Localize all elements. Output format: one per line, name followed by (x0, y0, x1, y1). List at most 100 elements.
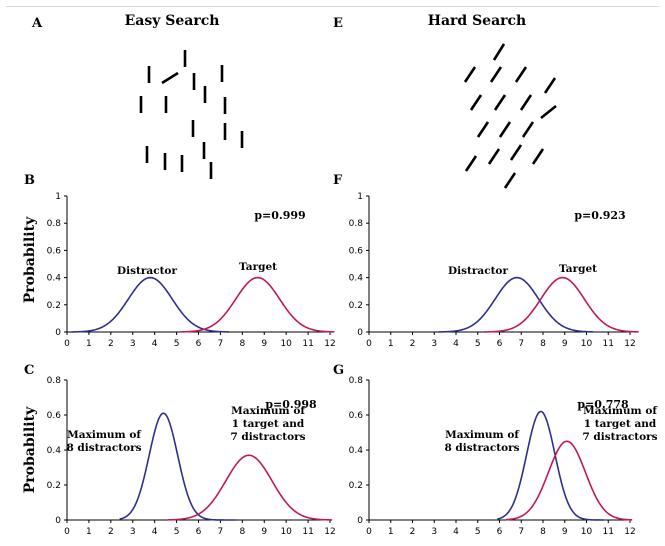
series-curve-distractor (438, 276, 594, 333)
y-tick-label: 0.8 (349, 219, 364, 229)
series-label-line: Target (239, 261, 277, 273)
series-label-line: Maximum of (445, 429, 520, 441)
panel-letter: B (24, 173, 35, 188)
series-label-line: Maximum of (67, 429, 142, 441)
panel-e-letter: E (333, 16, 343, 31)
p-value-label: p=0.778 (577, 398, 629, 411)
series-label-target: Maximum of 1 target and 7 distractors (230, 405, 306, 443)
x-tick-label: 9 (261, 339, 267, 349)
stimulus-bar (492, 43, 506, 61)
series-label-line: Maximum of (583, 405, 658, 417)
y-tick-label: 1 (55, 192, 61, 202)
x-tick-label: 11 (302, 527, 313, 537)
p-value-label: p=0.999 (254, 209, 305, 222)
x-tick-label: 10 (581, 527, 593, 537)
x-tick-label: 3 (130, 527, 136, 537)
series-curve-target (167, 454, 333, 521)
y-tick-label: 0.8 (47, 219, 62, 229)
panel-a-letter: A (31, 16, 43, 31)
stimulus-bar (469, 94, 483, 111)
x-tick-label: 4 (152, 339, 158, 349)
y-tick-label: 0.6 (349, 246, 364, 256)
series-label-target: Maximum of 1 target and 7 distractors (582, 405, 658, 443)
x-tick-label: 4 (152, 527, 158, 537)
series-label-line: 7 distractors (230, 431, 305, 443)
series-label-line: Maximum of (231, 405, 306, 417)
series-curve-distractor (497, 410, 604, 521)
x-tick-label: 12 (624, 527, 635, 537)
stimulus-bar (463, 66, 477, 83)
x-tick-label: 2 (108, 527, 114, 537)
x-tick-label: 12 (624, 339, 635, 349)
y-axis-label: Probability (22, 216, 38, 303)
easy-search-stimulus (139, 50, 244, 179)
stimulus-bar-tilted (161, 71, 179, 85)
x-tick-label: 8 (239, 339, 245, 349)
stimulus-bar (487, 148, 501, 165)
series-curve-distractor (71, 276, 230, 333)
y-tick-label: 0.8 (47, 376, 62, 386)
x-tick-label: 11 (603, 339, 614, 349)
stimulus-bar-tilted (540, 104, 557, 120)
stimulus-bar (543, 77, 557, 94)
x-tick-label: 0 (64, 527, 70, 537)
x-tick-label: 3 (431, 527, 437, 537)
x-tick-label: 7 (218, 527, 224, 537)
x-tick-label: 8 (540, 339, 546, 349)
x-tick-label: 1 (388, 527, 394, 537)
p-value-label: p=0.923 (574, 209, 625, 222)
series-label-line: 1 target and (232, 418, 305, 430)
panel-e-hard-search: E Hard Search (333, 13, 557, 189)
y-tick-label: 0.4 (349, 446, 364, 456)
y-tick-label: 0.6 (47, 246, 62, 256)
x-tick-label: 8 (540, 527, 546, 537)
series-label-line: Distractor (448, 265, 508, 277)
x-tick-label: 6 (497, 527, 503, 537)
x-tick-label: 9 (562, 527, 568, 537)
p-value-label: p=0.998 (265, 398, 317, 411)
chart-panel-f: F0 1 2 3 4 5 6 7 8 9 10 11 1200.20.40.60.81Distracto… (333, 173, 639, 349)
series-label-target: Target (239, 261, 277, 273)
stimulus-bar (489, 66, 503, 83)
y-tick-label: 0.2 (349, 481, 363, 491)
stimulus-bar (514, 66, 528, 83)
x-tick-label: 0 (366, 339, 372, 349)
y-tick-label: 0.4 (349, 274, 364, 284)
y-tick-label: 0.4 (47, 446, 62, 456)
series-curve-target (484, 276, 639, 333)
panel-letter: C (24, 363, 34, 378)
x-tick-label: 1 (86, 339, 92, 349)
series-curve-distractor (119, 412, 236, 521)
stimulus-bar (464, 155, 478, 172)
x-tick-label: 2 (410, 527, 416, 537)
x-tick-label: 1 (86, 527, 92, 537)
series-label-line: 1 target and (584, 418, 657, 430)
y-axis-label: Probability (22, 406, 38, 493)
series-label-distractor: Distractor (448, 265, 508, 277)
x-tick-label: 10 (581, 339, 593, 349)
x-tick-label: 10 (280, 527, 292, 537)
x-tick-label: 9 (261, 527, 267, 537)
x-tick-label: 3 (431, 339, 437, 349)
series-label-distractor: Maximum of 8 distractors (66, 429, 142, 454)
y-tick-label: 0.4 (47, 274, 62, 284)
series-label-line: 8 distractors (444, 442, 519, 454)
x-tick-label: 6 (196, 527, 202, 537)
x-tick-label: 4 (453, 527, 459, 537)
stimulus-bar (519, 94, 533, 111)
x-tick-label: 1 (388, 339, 394, 349)
x-tick-label: 4 (453, 339, 459, 349)
x-tick-label: 6 (196, 339, 202, 349)
stimulus-bar (476, 121, 490, 138)
y-tick-label: 0 (357, 328, 363, 338)
x-tick-label: 2 (108, 339, 114, 349)
x-tick-label: 9 (562, 339, 568, 349)
series-label-distractor: Distractor (117, 265, 177, 277)
hard-search-title: Hard Search (428, 13, 527, 29)
x-tick-label: 12 (324, 527, 335, 537)
y-tick-label: 0.8 (349, 376, 364, 386)
y-tick-label: 1 (357, 192, 363, 202)
y-tick-label: 0.6 (47, 411, 62, 421)
